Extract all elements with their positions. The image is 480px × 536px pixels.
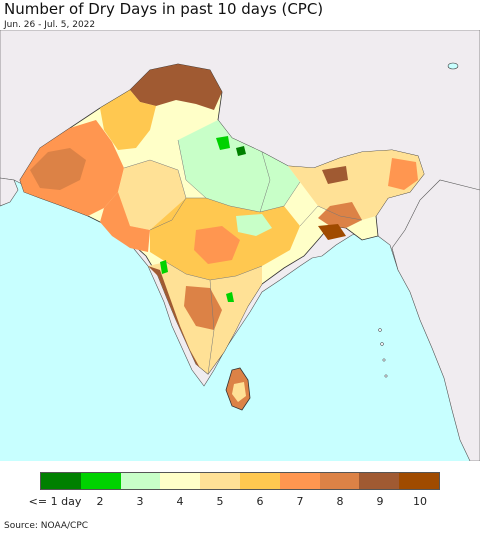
legend-label-7: 7 (296, 495, 304, 508)
legend-label-8: 8 (336, 495, 344, 508)
legend-label-6: 6 (256, 495, 264, 508)
zone-gangetic-green (178, 120, 300, 212)
zone-east (288, 150, 424, 220)
zone-wet-spot-2 (236, 146, 246, 156)
zone-northeast-dry (388, 158, 418, 190)
zone-bangladesh-coast (318, 224, 346, 240)
zone-coast-green (160, 260, 168, 274)
zone-wet-spot-1 (216, 136, 230, 150)
zone-central-green (236, 214, 272, 236)
map-area (0, 30, 480, 461)
source-credit: Source: NOAA/CPC (4, 521, 89, 531)
legend-label-9: 9 (376, 495, 384, 508)
legend-swatch-8 (319, 473, 360, 489)
zone-north-orange (100, 90, 156, 150)
legend-swatch-2 (80, 473, 121, 489)
date-range: Jun. 26 - Jul. 5, 2022 (4, 20, 96, 30)
dry-days-map (0, 30, 480, 461)
color-legend (40, 472, 440, 490)
zone-west-very-dry (30, 148, 86, 190)
legend-swatch-9 (359, 473, 400, 489)
legend-swatch-1 (41, 473, 81, 489)
map-title: Number of Dry Days in past 10 days (CPC) (4, 0, 324, 18)
zone-east-coast-spot (226, 292, 234, 302)
andaman-islands (378, 328, 388, 378)
legend-label-3: 3 (136, 495, 144, 508)
zone-rajasthan (116, 160, 186, 230)
southeast-asia (391, 179, 480, 461)
zone-kashmir-dry (130, 64, 222, 110)
legend-label-2: 2 (96, 495, 104, 508)
zone-nepal-dark (322, 166, 348, 184)
zone-gujarat (100, 192, 150, 252)
legend-swatch-5 (200, 473, 240, 489)
state-boundaries (123, 139, 363, 375)
legend-label-10: 10 (413, 495, 427, 508)
zone-deccan-dry (184, 286, 222, 330)
zone-bangladesh (318, 202, 362, 228)
legend-swatch-3 (120, 473, 161, 489)
legend-label-5: 5 (216, 495, 224, 508)
zone-central-dry (194, 226, 240, 264)
legend-swatch-10 (399, 473, 439, 489)
sri-lanka-interior (232, 382, 246, 402)
legend-swatch-6 (239, 473, 280, 489)
lake (447, 62, 459, 70)
legend-label-1: <= 1 day (28, 495, 82, 508)
legend-swatch-7 (279, 473, 320, 489)
legend-labels: <= 1 day 2 3 4 5 6 7 8 9 10 (0, 495, 480, 511)
oman-coast (0, 177, 19, 207)
legend-label-4: 4 (176, 495, 184, 508)
legend-swatch-4 (160, 473, 201, 489)
